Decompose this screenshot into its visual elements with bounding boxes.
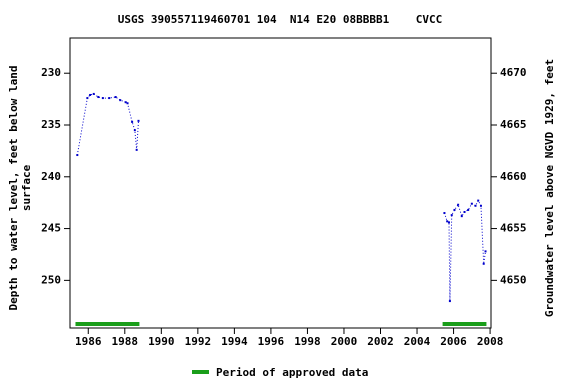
y2-axis-label: Groundwater level above NGVD 1929, feet (543, 59, 556, 317)
legend-label: Period of approved data (216, 366, 368, 379)
data-point (477, 199, 480, 202)
data-point (124, 101, 127, 104)
data-point (479, 204, 482, 207)
data-point (448, 300, 451, 303)
data-point (446, 220, 449, 223)
y2-tick-label: 4665 (500, 118, 527, 131)
data-point (457, 203, 460, 206)
data-point (460, 215, 463, 218)
data-point (126, 102, 129, 105)
y-tick-label: 230 (41, 66, 61, 79)
data-point (119, 99, 122, 102)
data-point (97, 96, 100, 99)
data-point (76, 154, 79, 157)
data-point (453, 208, 456, 211)
data-point (447, 221, 450, 224)
data-point (86, 97, 89, 100)
data-point (450, 214, 453, 217)
data-point (108, 97, 111, 100)
x-tick-label: 2004 (404, 335, 431, 348)
data-point (135, 148, 138, 151)
x-tick-label: 1990 (148, 335, 175, 348)
data-line (76, 93, 139, 156)
y-tick-label: 240 (41, 170, 61, 183)
data-point (92, 92, 95, 95)
x-tick-label: 1988 (112, 335, 139, 348)
data-point (443, 212, 446, 215)
y2-tick-label: 4655 (500, 222, 527, 235)
chart-title: USGS 390557119460701 104 N14 E20 08BBBB1… (118, 13, 443, 26)
y2-tick-label: 4660 (500, 170, 527, 183)
data-point (463, 211, 466, 213)
x-tick-label: 2008 (477, 335, 504, 348)
data-point (89, 93, 92, 96)
x-tick-label: 1986 (75, 335, 102, 348)
data-point (133, 129, 136, 132)
data-point (484, 250, 487, 253)
y2-tick-label: 4670 (500, 66, 527, 79)
data-line (443, 199, 487, 302)
y-axis-label: Depth to water level, feet below land (7, 65, 20, 310)
x-tick-label: 1994 (221, 335, 248, 348)
data-point (101, 97, 104, 100)
x-tick-label: 1996 (258, 335, 285, 348)
data-point (482, 262, 485, 265)
y-tick-label: 250 (41, 273, 61, 286)
x-tick-label: 1992 (185, 335, 212, 348)
y-axis-label: surface (20, 164, 33, 211)
data-point (137, 119, 140, 122)
data-point (131, 120, 134, 123)
x-tick-label: 2006 (440, 335, 467, 348)
x-tick-label: 2000 (331, 335, 358, 348)
y2-tick-label: 4650 (500, 273, 527, 286)
x-tick-label: 2002 (367, 335, 394, 348)
y-tick-label: 235 (41, 118, 61, 131)
data-point (474, 204, 477, 207)
data-point (467, 208, 470, 211)
data-point (114, 96, 117, 99)
x-tick-label: 1998 (294, 335, 321, 348)
data-point (470, 202, 473, 205)
plot-frame (69, 37, 492, 329)
y-tick-label: 245 (41, 222, 61, 235)
